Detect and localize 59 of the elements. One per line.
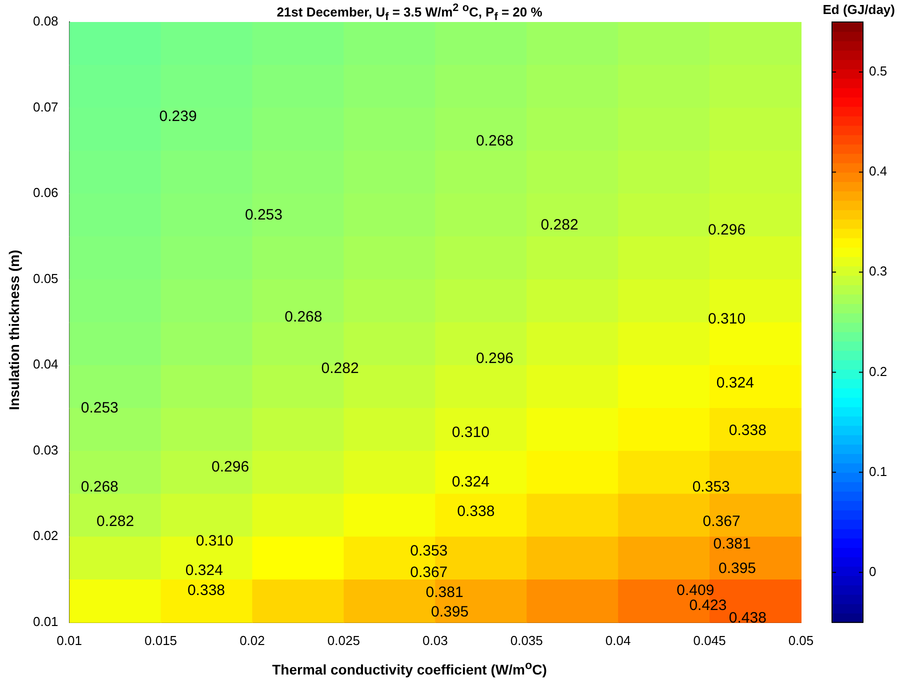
annotation: 0.310 <box>196 532 234 550</box>
y-tick-label: 0.07 <box>32 99 58 114</box>
annotation: 0.381 <box>713 536 751 553</box>
annotation: 0.324 <box>185 562 223 580</box>
annotation: 0.367 <box>702 512 740 530</box>
x-tick-label: 0.05 <box>788 632 814 648</box>
y-tick-label: 0.08 <box>32 14 58 29</box>
annotation: 0.338 <box>457 502 495 520</box>
annotation: 0.324 <box>452 473 490 490</box>
x-tick-label: 0.01 <box>56 632 82 648</box>
y-tick-label: 0.06 <box>32 185 58 200</box>
y-tick-label: 0.03 <box>32 442 58 458</box>
color-bar-label: 0.4 <box>869 164 888 179</box>
annotation: 0.253 <box>80 399 118 416</box>
color-bar-label: 0 <box>869 564 876 579</box>
annotation: 0.282 <box>96 512 134 530</box>
annotation: 0.296 <box>708 222 746 239</box>
annotation: 0.423 <box>689 596 727 614</box>
annotation: 0.409 <box>676 582 714 599</box>
color-bar-title: Ed (GJ/day) <box>822 2 895 17</box>
x-tick-label: 0.025 <box>327 632 360 648</box>
annotation: 0.395 <box>431 604 469 621</box>
x-tick-label: 0.045 <box>693 632 726 648</box>
annotation: 0.381 <box>426 584 464 601</box>
y-tick-label: 0.02 <box>32 528 58 544</box>
color-bar-label: 0.1 <box>869 464 888 479</box>
annotation: 0.268 <box>476 132 514 150</box>
color-bar-label: 0.3 <box>869 264 888 279</box>
annotation: 0.310 <box>452 424 490 441</box>
annotation: 0.324 <box>716 374 754 392</box>
y-tick-label: 0.04 <box>32 356 58 372</box>
x-tick-label: 0.015 <box>144 632 178 648</box>
x-tick-label: 0.035 <box>510 632 543 648</box>
annotation: 0.395 <box>718 560 756 578</box>
annotation: 0.438 <box>728 610 766 627</box>
x-tick-label: 0.02 <box>240 632 265 648</box>
annotation: 0.338 <box>187 582 226 599</box>
y-tick-label: 0.05 <box>32 270 58 286</box>
annotation: 0.310 <box>708 310 746 328</box>
annotation: 0.353 <box>692 478 730 496</box>
annotation: 0.268 <box>284 308 322 326</box>
annotation: 0.282 <box>321 360 359 377</box>
annotation: 0.296 <box>212 458 250 476</box>
chart-title: 21st December, U$_{f}$ = 3.5 W/m$^{2}$ $^{o}$C, P$_{f}$ = 20 % <box>276 2 542 23</box>
y-tick-label: 0.01 <box>32 614 58 629</box>
x-tick-label: 0.04 <box>605 632 631 648</box>
annotation: 0.239 <box>159 108 197 125</box>
color-bar-label: 0.2 <box>869 364 888 379</box>
color-bar-label: 0.5 <box>869 64 888 79</box>
annotation: 0.282 <box>540 216 578 234</box>
x-tick-label: 0.03 <box>422 632 448 648</box>
x-axis-title: Thermal conductivity coefficient (W/m$^{o}$C) <box>271 659 548 678</box>
annotation: 0.253 <box>244 206 282 224</box>
y-axis-title: Insulation thickness (m) <box>6 250 22 410</box>
annotation: 0.353 <box>410 542 448 560</box>
annotation: 0.367 <box>410 564 448 582</box>
annotation: 0.296 <box>476 350 514 367</box>
annotation: 0.338 <box>728 422 766 439</box>
annotation: 0.268 <box>80 478 118 496</box>
